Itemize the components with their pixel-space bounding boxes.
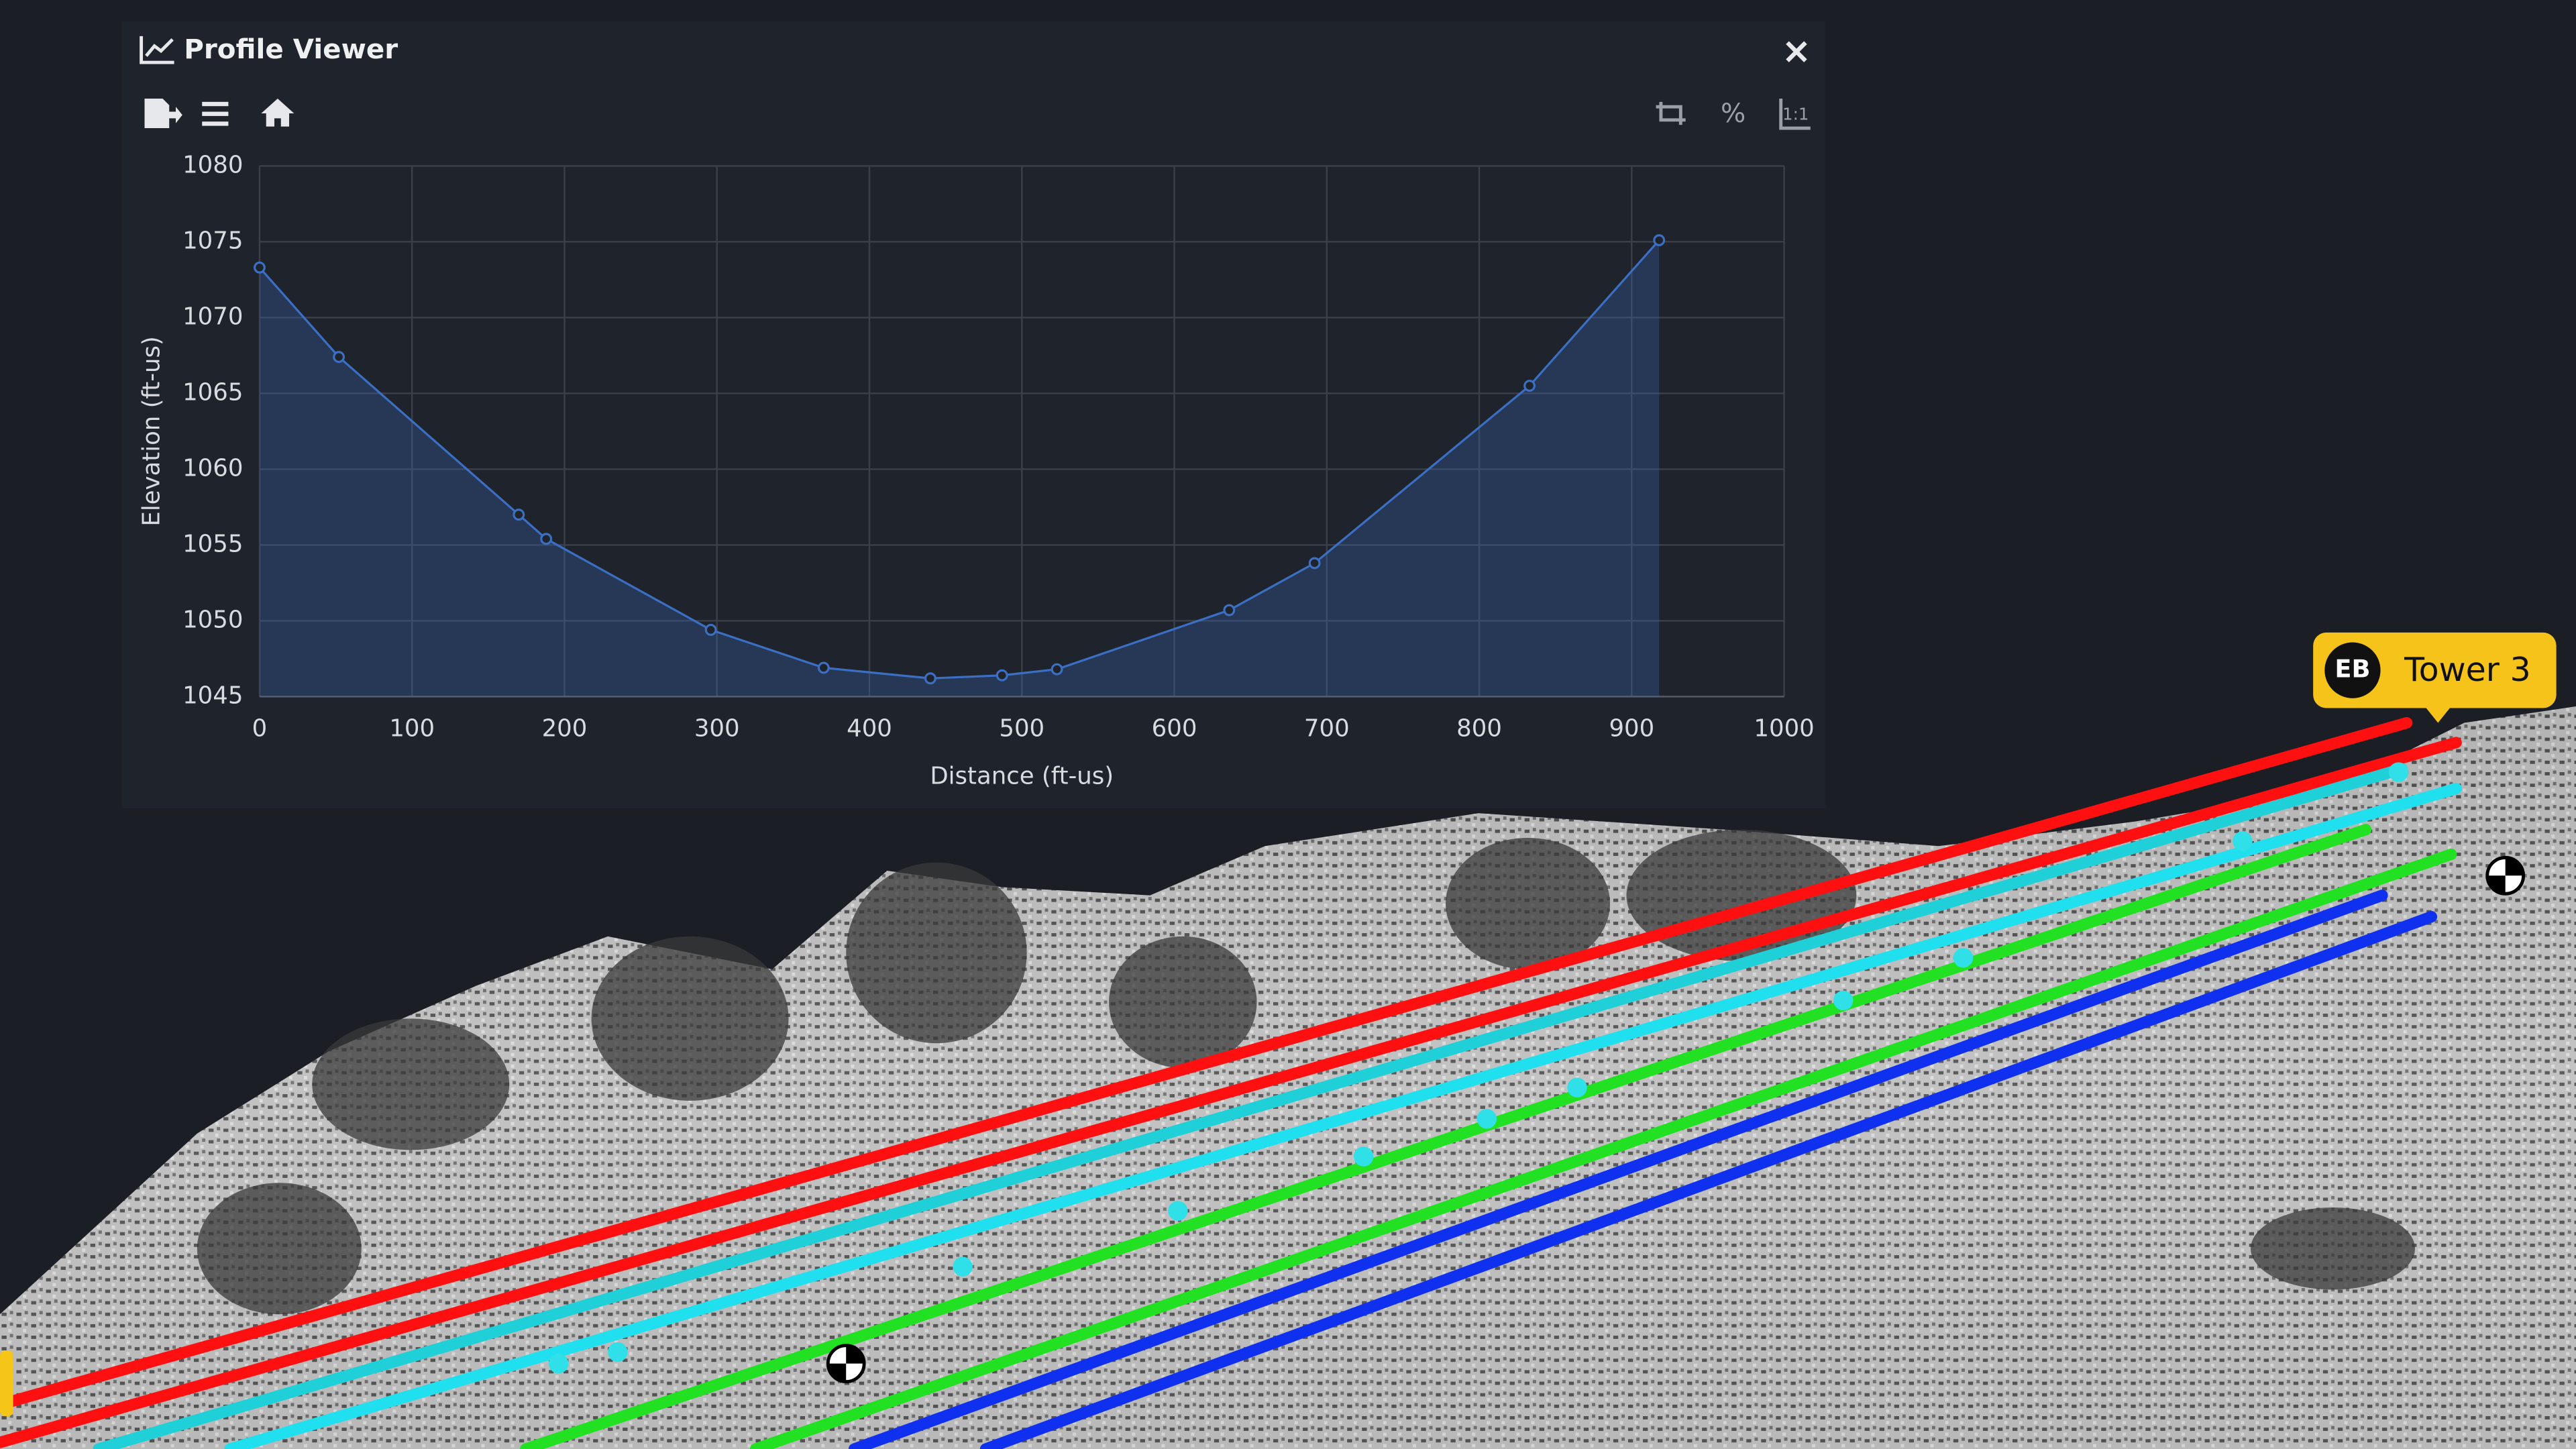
y-tick-label: 1055 <box>182 530 243 557</box>
x-tick-label: 1000 <box>1754 714 1814 742</box>
y-tick-label: 1080 <box>182 151 243 178</box>
crop-button[interactable] <box>1656 101 1686 125</box>
y-tick-label: 1075 <box>182 227 243 254</box>
point <box>1653 234 1666 247</box>
x-tick-label: 300 <box>694 714 740 742</box>
y-tick-label: 1060 <box>182 454 243 482</box>
panel-title: Profile Viewer <box>184 33 398 65</box>
x-tick-label: 700 <box>1304 714 1350 742</box>
home-button[interactable] <box>261 98 294 127</box>
tower-label-box[interactable] <box>2313 632 2557 708</box>
x-axis-title: Distance (ft-us) <box>930 762 1114 790</box>
point <box>333 351 345 364</box>
point <box>1051 663 1063 676</box>
cyan-markers <box>548 762 2409 1374</box>
y-tick-label: 1050 <box>182 606 243 633</box>
trees <box>197 829 2415 1315</box>
conductor-green <box>749 848 2457 1449</box>
ratio-axis-icon <box>1779 98 1811 130</box>
panel-icon <box>140 36 174 64</box>
conductor-cyan <box>224 782 2462 1449</box>
close-button[interactable] <box>1786 41 1807 62</box>
conductor-cyan <box>93 763 2408 1449</box>
x-tick-label: 500 <box>999 714 1044 742</box>
tower-name: Tower 3 <box>2404 651 2531 689</box>
y-tick-label: 1045 <box>182 682 243 709</box>
area <box>259 240 1660 697</box>
toolbar-right: % 1:1 <box>1656 98 1811 130</box>
x-tick-label: 0 <box>252 714 268 742</box>
survey-target <box>826 855 2526 1384</box>
percent-button[interactable]: % <box>1721 99 1746 129</box>
x-tick-label: 100 <box>389 714 435 742</box>
conductor-blue <box>848 890 2388 1449</box>
point <box>996 669 1008 682</box>
export-button[interactable] <box>144 98 182 129</box>
point <box>540 533 553 545</box>
y-axis-title: Elevation (ft-us) <box>138 336 166 526</box>
y-tick-label: 1070 <box>182 303 243 330</box>
tower-label-pointer <box>2424 706 2451 723</box>
point-cloud-scene <box>0 706 2576 1449</box>
x-tick-label: 200 <box>542 714 588 742</box>
point <box>1308 557 1321 570</box>
profile-viewer: Profile Viewer % 1:1 1045 1050 1055 1060 106… <box>121 21 1825 808</box>
ratio-button[interactable]: 1:1 <box>1782 104 1809 123</box>
x-tick-label: 400 <box>847 714 892 742</box>
point <box>704 623 717 636</box>
point <box>513 508 525 521</box>
point <box>924 672 936 685</box>
tower-badge <box>2324 642 2381 698</box>
conductor-blue <box>979 910 2438 1449</box>
x-tick-label: 600 <box>1152 714 1197 742</box>
point <box>1523 380 1536 392</box>
x-tick-label: 900 <box>1609 714 1654 742</box>
toolbar-left <box>144 98 294 129</box>
tower-badge-text: EB <box>2334 655 2370 684</box>
conductor-green <box>520 824 2372 1449</box>
conductor-red <box>0 737 2462 1448</box>
conductor-red <box>0 716 2413 1411</box>
menu-button[interactable] <box>202 101 229 126</box>
profile-chart: 1045 1050 1055 1060 1065 1070 1075 1080 0 100 200 3… <box>138 151 1815 790</box>
point <box>1223 604 1236 616</box>
offscreen-label <box>0 1350 13 1417</box>
conductors <box>0 716 2462 1449</box>
point <box>817 661 830 674</box>
point <box>254 261 266 274</box>
x-tick-label: 800 <box>1456 714 1502 742</box>
tower-label[interactable]: EB Tower 3 <box>2313 632 2557 723</box>
y-tick-label: 1065 <box>182 378 243 406</box>
